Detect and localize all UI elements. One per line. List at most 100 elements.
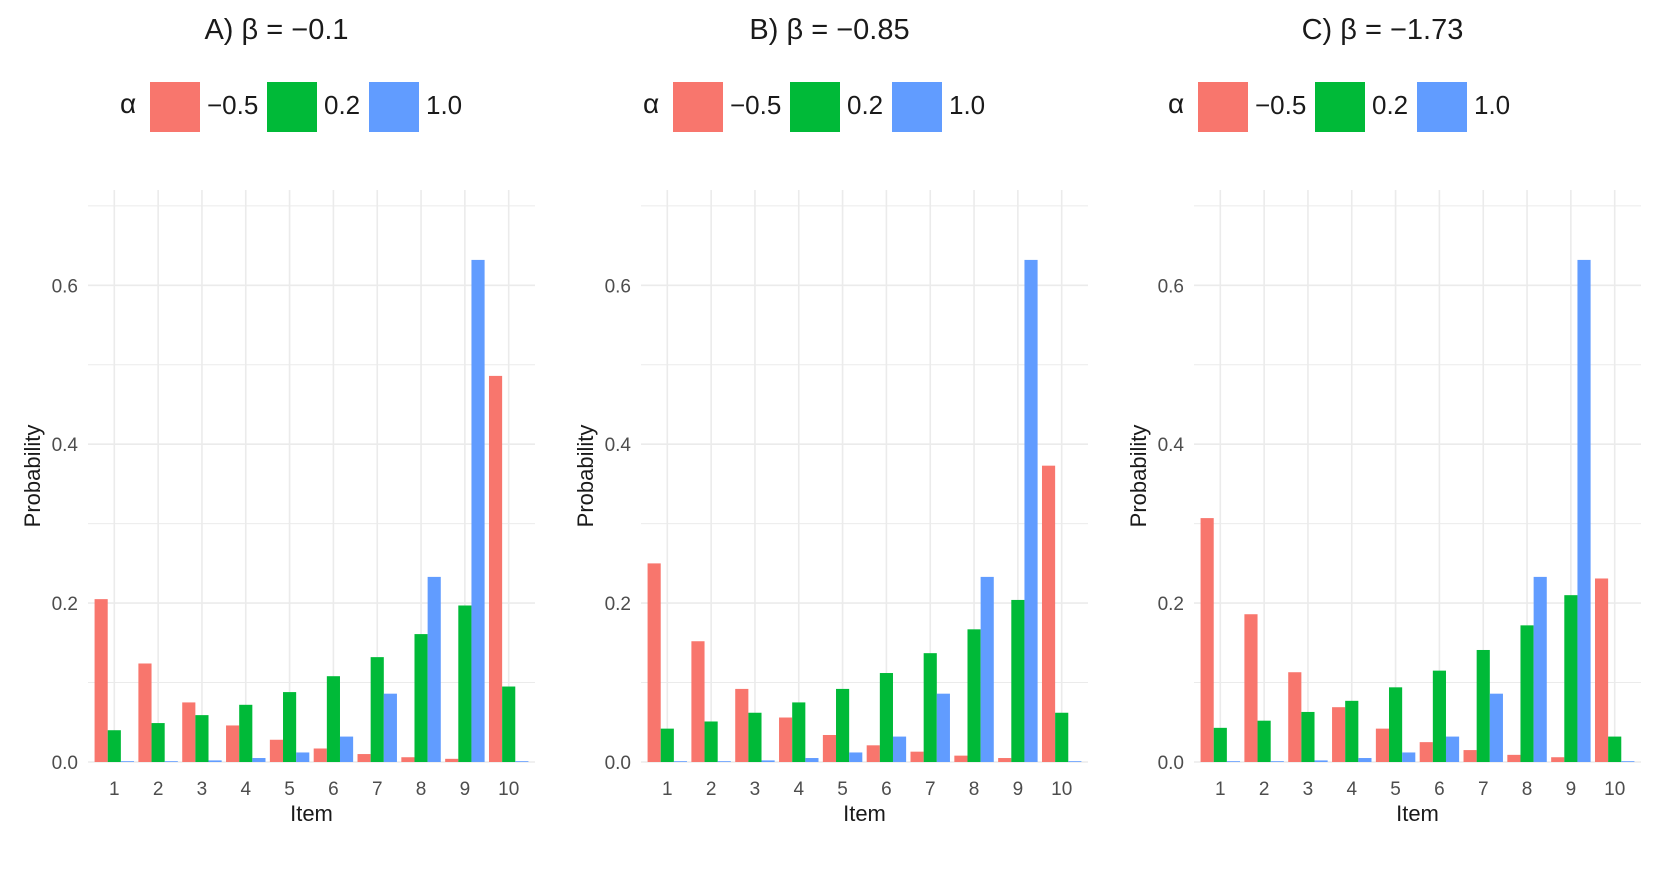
bar: [471, 259, 485, 762]
legend-label-neg05: −0.5: [730, 90, 782, 120]
legend: α −0.5 0.2 1.0: [1106, 80, 1659, 134]
bar: [910, 751, 924, 762]
x-tick-label: 4: [793, 779, 804, 800]
bar: [967, 629, 981, 762]
y-tick-label: 0.4: [1158, 435, 1185, 456]
bar: [660, 728, 674, 762]
plot-svg: 0.0 0.2 0.4 0.6 1 2 3 4 5 6 7 8 9 10 Item Probability: [573, 190, 1088, 826]
x-tick-label: 2: [706, 779, 717, 800]
legend-key-pos02: [790, 82, 840, 132]
bar: [1520, 625, 1534, 762]
x-tick-label: 10: [1051, 779, 1072, 800]
x-tick-label: 6: [881, 779, 892, 800]
legend-key-neg05: [1198, 82, 1248, 132]
bar: [1463, 750, 1477, 762]
x-tick-label: 6: [1434, 779, 1445, 800]
bar: [1594, 578, 1609, 762]
legend-label-neg05: −0.5: [1255, 90, 1307, 120]
y-tick-label: 0.4: [605, 435, 632, 456]
y-tick-label: 0.4: [52, 435, 79, 456]
bar: [792, 702, 806, 762]
legend: α −0.5 0.2 1.0: [553, 80, 1106, 134]
bar: [1345, 700, 1359, 762]
legend-label-pos02: 0.2: [1372, 90, 1409, 120]
bar: [998, 758, 1012, 762]
legend-key-pos10: [369, 82, 419, 132]
x-tick-label: 10: [498, 779, 519, 800]
y-tick-label: 0.0: [1158, 753, 1184, 774]
x-tick-label: 6: [328, 779, 339, 800]
bar: [1445, 736, 1460, 762]
bar: [1200, 518, 1214, 762]
y-tick-label: 0.6: [52, 276, 78, 297]
bar: [401, 757, 415, 762]
bar: [370, 657, 384, 762]
bar: [1257, 720, 1271, 762]
chart-panel-b: 0.0 0.2 0.4 0.6 1 2 3 4 5 6 7 8 9 10 Item Probability B…: [553, 0, 1106, 886]
chart-title: A) β = −0.1: [204, 14, 349, 46]
y-axis-label: Probability: [1126, 425, 1151, 528]
legend: α −0.5 0.2 1.0: [0, 80, 553, 134]
bar: [226, 725, 240, 762]
bar: [107, 730, 121, 762]
bar: [1332, 707, 1346, 762]
x-tick-label: 2: [1259, 779, 1270, 800]
x-tick-label: 3: [750, 779, 761, 800]
x-tick-label: 4: [240, 779, 251, 800]
x-tick-label: 1: [1215, 779, 1226, 800]
bar: [252, 758, 266, 762]
bar: [1507, 754, 1521, 762]
y-axis-label: Probability: [573, 425, 598, 528]
legend-label-pos10: 1.0: [426, 90, 463, 120]
bar: [761, 760, 775, 762]
x-tick-label: 5: [837, 779, 848, 800]
bar: [954, 755, 968, 762]
bar: [151, 723, 165, 762]
plot-svg: 0.0 0.2 0.4 0.6 1 2 3 4 5 6 7 8 9 10 Item Probability: [20, 190, 535, 826]
x-tick-label: 1: [109, 779, 120, 800]
legend-key-pos02: [1315, 82, 1365, 132]
bar: [488, 375, 503, 762]
legend-title: α: [1168, 88, 1185, 119]
bar: [1358, 758, 1372, 762]
x-tick-label: 3: [1303, 779, 1314, 800]
bar: [296, 752, 310, 762]
legend-title: α: [643, 88, 660, 119]
bar: [691, 641, 705, 762]
bar: [1402, 752, 1416, 762]
bar: [1375, 728, 1390, 762]
bar: [1533, 576, 1547, 762]
bar: [849, 752, 863, 762]
bar: [383, 693, 397, 762]
bar: [326, 676, 340, 762]
bar: [822, 734, 837, 762]
bar: [892, 736, 907, 762]
y-tick-label: 0.2: [52, 594, 78, 615]
legend-key-pos02: [267, 82, 317, 132]
bar: [313, 748, 327, 762]
bar: [1055, 712, 1069, 762]
x-tick-label: 9: [1013, 779, 1024, 800]
chart-title: B) β = −0.85: [749, 14, 910, 46]
bar: [836, 688, 850, 762]
bar: [1419, 742, 1433, 762]
legend-key-pos10: [892, 82, 942, 132]
bar: [239, 704, 253, 762]
legend-key-pos10: [1417, 82, 1467, 132]
bar: [1564, 595, 1578, 762]
bar: [339, 736, 354, 762]
bar: [269, 739, 284, 762]
legend-label-pos02: 0.2: [847, 90, 884, 120]
bar: [805, 758, 819, 762]
bar: [1314, 760, 1328, 762]
x-tick-label: 7: [925, 779, 936, 800]
legend-label-pos10: 1.0: [949, 90, 986, 120]
bar: [1244, 614, 1258, 762]
x-tick-label: 7: [1478, 779, 1489, 800]
chart-title: C) β = −1.73: [1301, 14, 1464, 46]
bar: [879, 673, 893, 762]
bar: [1608, 736, 1622, 762]
bar: [1011, 599, 1025, 762]
bar: [445, 758, 459, 762]
bar: [1041, 465, 1056, 762]
